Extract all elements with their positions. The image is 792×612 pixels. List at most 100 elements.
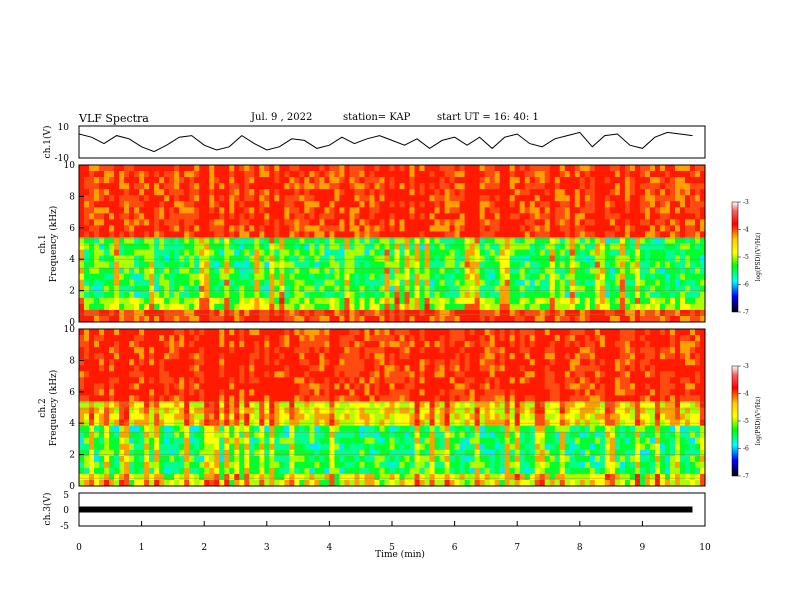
spectrogram-cell — [79, 347, 85, 354]
spectrogram-cell — [324, 449, 330, 457]
spectrogram-cell — [104, 201, 110, 208]
spectrogram-cell — [114, 177, 120, 184]
spectrogram-cell — [269, 249, 275, 256]
spectrogram-cell — [334, 359, 340, 366]
spectrogram-cell — [639, 255, 646, 263]
spectrogram-cell — [679, 255, 686, 263]
spectrogram-cell — [329, 341, 335, 348]
spectrogram-cell — [244, 329, 250, 336]
spectrogram-cell — [259, 461, 265, 469]
spectrogram-cell — [234, 425, 240, 433]
spectrogram-cell — [364, 329, 370, 336]
spectrogram-cell — [119, 237, 125, 244]
spectrogram-cell — [364, 237, 370, 244]
spectrogram-cell — [209, 377, 215, 384]
spectrogram-cell — [244, 267, 250, 275]
spectrogram-cell — [304, 347, 310, 354]
spectrogram-cell — [554, 237, 561, 244]
spectrogram-cell — [284, 279, 290, 287]
spectrogram-cell — [224, 353, 230, 360]
spectrogram-cell — [289, 171, 295, 178]
spectrogram-cell — [414, 189, 420, 196]
spectrogram-cell — [94, 303, 100, 311]
spectrogram-cell — [564, 249, 571, 256]
spectrogram-cell — [509, 309, 516, 317]
spectrogram-cell — [194, 315, 200, 323]
spectrogram-cell — [639, 213, 646, 220]
spectrogram-cell — [99, 407, 105, 414]
spectrogram-cell — [94, 425, 100, 433]
spectrogram-cell — [229, 237, 235, 244]
spectrogram-cell — [564, 213, 571, 220]
spectrogram-cell — [384, 225, 390, 232]
spectrogram-cell — [169, 255, 175, 263]
spectrogram-cell — [114, 329, 120, 336]
spectrogram-cell — [279, 195, 285, 202]
spectrogram-cell — [244, 365, 250, 372]
spectrogram-cell — [669, 243, 676, 250]
spectrogram-cell — [134, 213, 140, 220]
spectrogram-cell — [349, 461, 355, 469]
spectrogram-cell — [554, 255, 561, 263]
spectrogram-cell — [254, 195, 260, 202]
spectrogram-cell — [179, 383, 185, 390]
spectrogram-cell — [204, 225, 210, 232]
spectrogram-cell — [259, 449, 265, 457]
spectrogram-cell — [489, 291, 496, 299]
spectrogram-cell — [644, 309, 651, 317]
spectrogram-cell — [384, 443, 390, 451]
spectrogram-cell — [364, 473, 370, 481]
ch2-spectrogram-image — [79, 329, 706, 487]
spectrogram-cell — [684, 243, 691, 250]
spectrogram-cell — [159, 255, 165, 263]
spectrogram-cell — [179, 297, 185, 305]
spectrogram-cell — [164, 285, 170, 293]
spectrogram-cell — [259, 341, 265, 348]
spectrogram-cell — [319, 213, 325, 220]
spectrogram-cell — [339, 177, 345, 184]
spectrogram-cell — [109, 195, 115, 202]
spectrogram-cell — [214, 177, 220, 184]
spectrogram-cell — [459, 171, 466, 178]
spectrogram-cell — [244, 255, 250, 263]
spectrogram-cell — [79, 243, 85, 250]
spectrogram-cell — [324, 177, 330, 184]
spectrogram-cell — [244, 383, 250, 390]
spectrogram-cell — [274, 353, 280, 360]
spectrogram-cell — [324, 297, 330, 305]
spectrogram-cell — [369, 473, 375, 481]
spectrogram-cell — [199, 383, 205, 390]
spectrogram-cell — [494, 225, 501, 232]
spectrogram-cell — [214, 335, 220, 342]
spectrogram-cell — [294, 395, 300, 402]
spectrogram-cell — [484, 219, 491, 226]
spectrogram-cell — [519, 237, 526, 244]
spectrogram-cell — [309, 449, 315, 457]
spectrogram-cell — [239, 461, 245, 469]
spectrogram-cell — [359, 219, 365, 226]
spectrogram-cell — [379, 455, 385, 463]
spectrogram-cell — [389, 335, 395, 342]
spectrogram-cell — [129, 195, 135, 202]
spectrogram-cell — [304, 425, 310, 433]
spectrogram-cell — [574, 285, 581, 293]
spectrogram-cell — [329, 467, 335, 475]
spectrogram-cell — [639, 225, 646, 232]
spectrogram-cell — [394, 309, 400, 317]
spectrogram-cell — [554, 315, 561, 323]
spectrogram-cell — [474, 261, 481, 269]
spectrogram-cell — [104, 377, 110, 384]
spectrogram-cell — [444, 213, 450, 220]
spectrogram-cell — [399, 377, 405, 384]
spectrogram-cell — [204, 401, 210, 408]
spectrogram-cell — [254, 207, 260, 214]
spectrogram-cell — [344, 267, 350, 275]
spectrogram-cell — [304, 449, 310, 457]
spectrogram-cell — [339, 297, 345, 305]
spectrogram-cell — [284, 467, 290, 475]
spectrogram-cell — [389, 437, 395, 445]
spectrogram-cell — [439, 219, 445, 226]
spectrogram-cell — [644, 165, 651, 172]
spectrogram-cell — [144, 267, 150, 275]
spectrogram-cell — [689, 273, 696, 281]
